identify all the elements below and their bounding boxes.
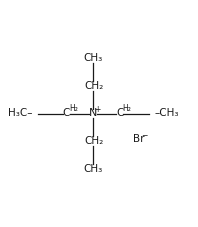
Text: Br: Br: [133, 134, 145, 144]
Text: H₃C–: H₃C–: [8, 109, 32, 118]
Text: C: C: [63, 109, 70, 118]
Text: N: N: [89, 109, 97, 118]
Text: CH₃: CH₃: [84, 163, 103, 174]
Text: –CH₃: –CH₃: [154, 109, 179, 118]
Text: CH₃: CH₃: [84, 53, 103, 64]
Text: −: −: [141, 132, 147, 141]
Text: CH₂: CH₂: [85, 81, 104, 91]
Text: H₂: H₂: [122, 104, 131, 114]
Text: H₂: H₂: [69, 104, 78, 114]
Text: CH₂: CH₂: [85, 136, 104, 146]
Text: C: C: [116, 109, 123, 118]
Text: +: +: [94, 105, 100, 114]
